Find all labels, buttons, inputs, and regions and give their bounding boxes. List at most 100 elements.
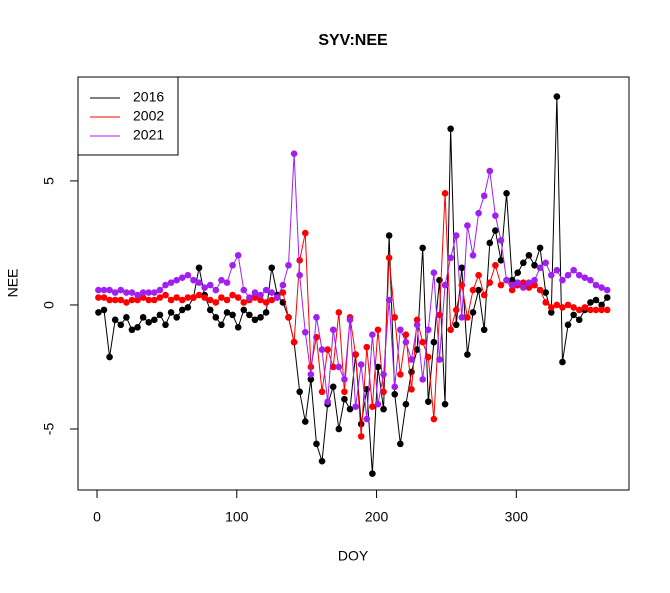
- data-point: [184, 304, 192, 311]
- data-point: [436, 311, 443, 319]
- data-point: [246, 294, 253, 301]
- data-point: [195, 279, 203, 286]
- data-point: [123, 289, 130, 296]
- data-point: [413, 316, 421, 324]
- data-point: [106, 353, 113, 361]
- data-point: [424, 398, 432, 405]
- data-point: [469, 252, 477, 259]
- data-point: [603, 294, 611, 301]
- data-point: [385, 254, 393, 262]
- data-point: [111, 289, 119, 296]
- data-point: [514, 269, 522, 277]
- data-point: [151, 289, 158, 296]
- x-axis-label: DOY: [338, 548, 369, 564]
- data-point: [402, 331, 410, 339]
- data-point: [324, 346, 331, 353]
- data-point: [531, 261, 538, 269]
- data-point: [173, 276, 180, 284]
- data-point: [285, 261, 292, 269]
- data-point: [520, 279, 527, 286]
- data-point: [329, 326, 337, 334]
- data-point: [380, 388, 387, 396]
- data-point: [223, 279, 231, 286]
- data-point: [178, 296, 186, 304]
- data-point: [346, 405, 354, 413]
- data-point: [341, 388, 348, 396]
- data-point: [195, 291, 203, 299]
- data-point: [458, 314, 466, 321]
- data-point: [357, 361, 365, 368]
- data-point: [452, 232, 460, 239]
- data-point: [570, 311, 577, 319]
- data-point: [486, 239, 494, 247]
- chart-title: SYV:NEE: [318, 32, 388, 49]
- data-point: [542, 259, 549, 267]
- data-point: [385, 232, 393, 239]
- y-tick-label: 5: [41, 177, 57, 185]
- y-tick-label: 0: [41, 301, 57, 309]
- y-tick-label: -5: [41, 423, 57, 436]
- data-point: [536, 286, 544, 294]
- data-point: [134, 296, 141, 304]
- data-point: [212, 286, 220, 294]
- data-point: [313, 314, 320, 321]
- data-point: [279, 289, 287, 296]
- data-point: [357, 433, 365, 440]
- data-point: [257, 296, 264, 304]
- data-point: [452, 306, 460, 314]
- data-point: [564, 321, 572, 329]
- data-point: [441, 190, 449, 197]
- data-point: [229, 291, 236, 299]
- data-point: [436, 276, 443, 284]
- data-point: [151, 296, 158, 304]
- data-point: [363, 343, 371, 351]
- data-point: [251, 316, 259, 324]
- data-point: [167, 279, 175, 286]
- data-point: [218, 321, 225, 329]
- data-point: [352, 403, 359, 410]
- data-point: [268, 296, 276, 304]
- data-point: [156, 294, 164, 301]
- data-point: [397, 326, 404, 334]
- data-point: [123, 314, 130, 321]
- data-point: [419, 376, 426, 383]
- data-point: [497, 257, 505, 264]
- data-point: [419, 244, 426, 252]
- data-point: [128, 296, 136, 304]
- data-point: [536, 264, 544, 272]
- data-point: [592, 281, 600, 289]
- data-point: [139, 294, 147, 301]
- data-point: [497, 237, 505, 244]
- data-point: [139, 289, 147, 296]
- data-point: [464, 222, 471, 229]
- data-point: [229, 261, 236, 269]
- data-point: [218, 294, 225, 301]
- data-point: [240, 299, 248, 306]
- data-point: [531, 276, 538, 284]
- data-point: [318, 457, 326, 465]
- data-point: [290, 150, 298, 157]
- data-point: [206, 281, 214, 289]
- data-point: [525, 284, 533, 291]
- data-point: [547, 304, 555, 311]
- data-point: [223, 296, 231, 304]
- data-point: [346, 316, 354, 324]
- data-point: [542, 289, 549, 296]
- data-point: [492, 227, 499, 234]
- data-point: [190, 294, 197, 301]
- data-point: [95, 309, 102, 316]
- data-point: [447, 125, 454, 133]
- data-point: [195, 264, 203, 272]
- data-point: [357, 420, 365, 428]
- x-tick-label: 300: [505, 509, 529, 525]
- data-point: [318, 346, 326, 353]
- data-point: [564, 301, 572, 309]
- data-point: [397, 440, 404, 448]
- data-point: [335, 425, 343, 433]
- data-point: [374, 400, 382, 408]
- data-point: [542, 299, 549, 306]
- data-point: [201, 294, 208, 301]
- data-point: [397, 371, 404, 378]
- data-point: [581, 304, 589, 311]
